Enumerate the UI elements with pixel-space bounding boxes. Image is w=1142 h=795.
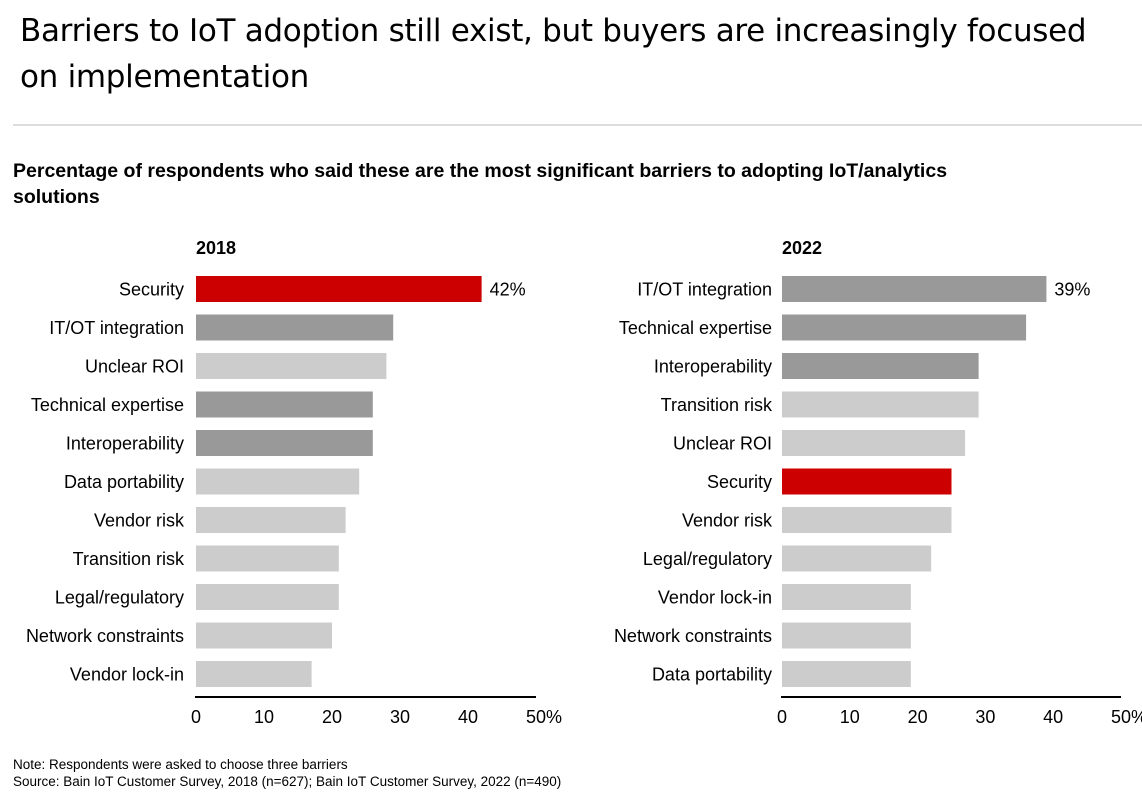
x-tick-label: 10 xyxy=(254,707,274,727)
bar xyxy=(196,314,394,341)
category-label: Technical expertise xyxy=(31,395,184,415)
bar xyxy=(196,391,373,418)
x-tick-label: 50% xyxy=(1111,707,1142,727)
x-tick-label: 30 xyxy=(975,707,995,727)
bar xyxy=(196,430,373,456)
bar xyxy=(782,430,966,456)
footer-source: Source: Bain IoT Customer Survey, 2018 (… xyxy=(13,774,562,789)
bar xyxy=(782,314,1027,341)
x-tick-label: 30 xyxy=(390,707,410,727)
category-label: Unclear ROI xyxy=(673,434,772,454)
bar xyxy=(782,468,952,495)
bar xyxy=(196,545,339,572)
category-label: Vendor lock-in xyxy=(658,588,772,608)
bar-charts: 2018 Security 42% IT/OT integration Unclear … xyxy=(26,238,1142,727)
bar xyxy=(196,276,482,302)
bar xyxy=(782,353,979,379)
category-label: Legal/regulatory xyxy=(643,549,772,569)
category-label: Transition risk xyxy=(73,549,185,569)
title-divider xyxy=(13,124,1142,126)
category-label: Vendor risk xyxy=(94,511,185,531)
bar xyxy=(782,276,1047,302)
footer: Note: Respondents were asked to choose t… xyxy=(13,756,561,790)
category-label: Interoperability xyxy=(654,357,772,377)
x-tick-label: 0 xyxy=(191,707,201,727)
category-label: Technical expertise xyxy=(619,318,772,338)
x-tick-label: 20 xyxy=(908,707,928,727)
category-label: Security xyxy=(707,472,772,492)
bar xyxy=(196,661,312,687)
category-label: Network constraints xyxy=(614,626,772,646)
x-tick-label: 10 xyxy=(840,707,860,727)
bar xyxy=(196,353,387,379)
data-label: 39% xyxy=(1054,280,1090,300)
data-label: 42% xyxy=(490,280,526,300)
category-label: Transition risk xyxy=(661,395,773,415)
chart-year-title: 2022 xyxy=(782,238,822,258)
x-tick-label: 0 xyxy=(777,707,787,727)
category-label: Data portability xyxy=(652,665,772,685)
footer-note: Note: Respondents were asked to choose t… xyxy=(13,757,348,772)
category-label: Legal/regulatory xyxy=(55,588,184,608)
category-label: Vendor risk xyxy=(682,511,773,531)
x-tick-label: 40 xyxy=(458,707,478,727)
chart-subtitle: Percentage of respondents who said these… xyxy=(13,160,948,208)
category-label: Interoperability xyxy=(66,434,184,454)
page-title: Barriers to IoT adoption still exist, bu… xyxy=(20,13,1087,95)
category-label: Network constraints xyxy=(26,626,184,646)
bar xyxy=(782,391,979,418)
bar xyxy=(782,545,932,572)
bar xyxy=(196,468,360,495)
x-tick-label: 40 xyxy=(1043,707,1063,727)
bar xyxy=(196,622,332,649)
bar xyxy=(196,584,339,610)
category-label: Vendor lock-in xyxy=(70,665,184,685)
category-label: Security xyxy=(119,280,184,300)
bar xyxy=(782,507,952,533)
x-tick-label: 20 xyxy=(322,707,342,727)
bar xyxy=(196,507,346,533)
category-label: Unclear ROI xyxy=(85,357,184,377)
category-label: IT/OT integration xyxy=(637,280,772,300)
bar xyxy=(782,661,911,687)
category-label: Data portability xyxy=(64,472,184,492)
category-label: IT/OT integration xyxy=(49,318,184,338)
chart-year-title: 2018 xyxy=(196,238,236,258)
bar xyxy=(782,584,911,610)
x-tick-label: 50% xyxy=(526,707,562,727)
bar xyxy=(782,622,911,649)
